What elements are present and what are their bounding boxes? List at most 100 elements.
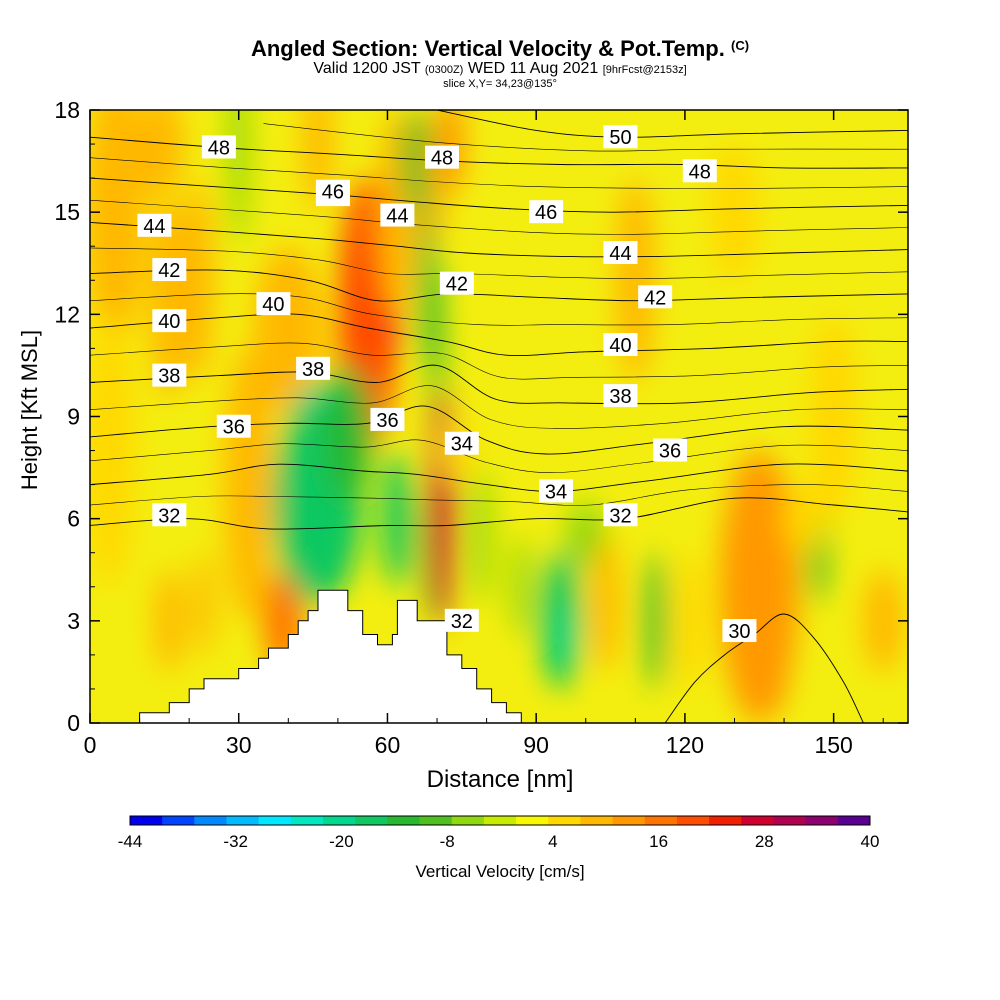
velocity-cell <box>511 535 532 638</box>
x-tick-label: 120 <box>666 732 704 758</box>
theta-contour-minor <box>90 385 908 429</box>
slice-info: slice X,Y= 34,23@135° <box>443 78 557 90</box>
contour-label: 30 <box>722 619 757 643</box>
colorbar-tick-label: 28 <box>755 832 774 851</box>
contour-label-text: 42 <box>158 260 180 282</box>
colorbar-segment <box>612 816 646 825</box>
colorbar-segment <box>226 816 260 825</box>
colorbar-tick-label: 16 <box>649 832 668 851</box>
colorbar-tick-label: -20 <box>329 832 354 851</box>
velocity-cell <box>719 450 799 723</box>
colorbar-segment <box>837 816 871 825</box>
contour-label: 48 <box>201 135 236 159</box>
contour-label: 40 <box>152 309 187 333</box>
contour-label: 38 <box>603 384 638 408</box>
y-tick-label: 6 <box>67 506 80 532</box>
velocity-cell <box>784 484 824 553</box>
colorbar-segment <box>258 816 292 825</box>
colorbar-segment <box>741 816 774 825</box>
contour-label: 32 <box>603 503 638 527</box>
colorbar-segment <box>548 816 581 825</box>
velocity-cell <box>565 501 606 570</box>
contour-label-box <box>653 438 688 462</box>
theta-contour-minor <box>90 439 908 474</box>
contour-label-text: 32 <box>451 611 473 633</box>
contour-label-text: 36 <box>659 441 681 463</box>
colorbar-segment <box>580 816 614 825</box>
contour-label: 48 <box>682 159 717 183</box>
contour-label-box <box>603 384 638 408</box>
title-main-text: Angled Section: Vertical Velocity & Pot.… <box>250 36 725 61</box>
colorbar: -44 -32 -20 -8 4 16 28 40 <box>118 815 880 851</box>
theta-contour-minor <box>90 157 908 189</box>
contour-label-box <box>152 503 187 527</box>
contour-label-box <box>152 258 187 282</box>
contour-labels: 30 32 34 36 38 40 42 44 46 48 50 46 48 44 42 40 38 36 32 48… <box>137 125 757 643</box>
contour-label-text: 34 <box>451 434 473 456</box>
contour-label: 36 <box>653 438 688 463</box>
theta-contour-minor <box>90 342 908 380</box>
velocity-cell <box>709 144 760 281</box>
contour-label: 42 <box>439 271 474 296</box>
contour-label-text: 48 <box>431 148 453 170</box>
theta-contour-30 <box>664 613 864 723</box>
valid-time: Valid 1200 JST <box>313 60 421 77</box>
copyright-mark: (C) <box>731 38 750 53</box>
contour-label-box <box>682 159 717 183</box>
contour-label-box <box>603 503 638 527</box>
theta-contour-46 <box>90 177 908 213</box>
contour-label-box <box>638 285 673 309</box>
contour-label-text: 36 <box>376 410 398 432</box>
contour-label-text: 32 <box>158 505 180 527</box>
x-tick-label: 90 <box>523 732 549 758</box>
colorbar-segment <box>773 816 807 825</box>
velocity-cell <box>471 467 492 604</box>
contour-label-text: 30 <box>728 621 750 643</box>
velocity-cell <box>590 535 621 672</box>
y-tick-label: 3 <box>67 608 80 634</box>
colorbar-label: Vertical Velocity [cm/s] <box>415 862 585 881</box>
colorbar-tick-label: -8 <box>440 832 455 851</box>
contour-label: 32 <box>444 608 479 633</box>
theta-contour-34 <box>90 463 908 492</box>
contour-label: 38 <box>296 356 331 381</box>
contour-label-box <box>722 619 757 643</box>
theta-contour-minor <box>90 199 908 235</box>
contour-label: 46 <box>315 179 350 204</box>
contour-label-text: 44 <box>609 243 631 265</box>
x-tick-label: 150 <box>814 732 852 758</box>
theta-contour-32 <box>90 497 908 530</box>
contour-label-box <box>152 309 187 333</box>
x-axis-label: Distance [nm] <box>426 766 574 793</box>
contour-label-box <box>216 414 251 438</box>
colorbar-segment <box>323 816 356 825</box>
x-tick-label: 30 <box>226 732 252 758</box>
theta-contour-minor <box>90 484 908 506</box>
colorbar-tick-label: 40 <box>861 832 880 851</box>
theta-contour-38 <box>90 364 908 405</box>
contour-label: 40 <box>256 292 291 316</box>
y-tick-label: 18 <box>54 97 80 123</box>
contour-label-box <box>380 203 415 227</box>
contour-label-box <box>603 241 638 265</box>
contour-label-text: 42 <box>644 287 666 309</box>
contour-label: 42 <box>638 285 673 309</box>
colorbar-segment <box>451 816 485 825</box>
velocity-cell <box>556 603 576 672</box>
colorbar-segment <box>194 816 228 825</box>
contour-label-box <box>296 356 331 380</box>
contour-label: 36 <box>216 414 251 439</box>
y-tick-label: 15 <box>54 199 80 225</box>
contour-label-text: 50 <box>609 127 631 149</box>
contour-label: 44 <box>380 203 415 228</box>
contour-label-box <box>603 332 638 356</box>
contour-label: 48 <box>424 145 459 170</box>
y-tick-label: 12 <box>54 301 80 327</box>
contour-label-box <box>424 145 459 169</box>
contour-label-text: 38 <box>302 359 324 381</box>
theta-contour-44 <box>90 221 908 258</box>
velocity-cell <box>645 552 666 689</box>
y-axis-label: Height [Kft MSL] <box>17 329 42 491</box>
contour-label-text: 42 <box>446 274 468 296</box>
y-tick-label: 0 <box>67 710 80 736</box>
